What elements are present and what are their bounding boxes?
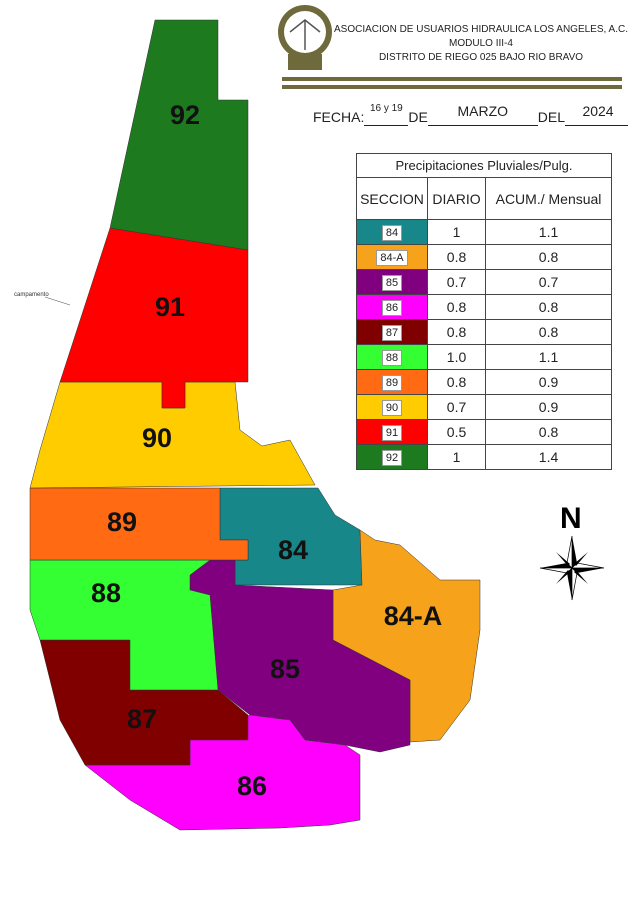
section-label: 91 — [381, 425, 403, 441]
table-row: 87 0.8 0.8 — [356, 319, 612, 345]
section-map-label: 92 — [170, 100, 200, 130]
rainfall-table: Precipitaciones Pluviales/Pulg. SECCION … — [356, 153, 612, 470]
section-map-label: 90 — [142, 423, 172, 453]
table-row: 84-A 0.8 0.8 — [356, 244, 612, 270]
acum-cell: 0.8 — [485, 319, 612, 345]
table-row: 88 1.0 1.1 — [356, 344, 612, 370]
diario-cell: 1 — [426, 444, 487, 470]
diario-cell: 0.8 — [426, 294, 487, 320]
acum-cell: 0.8 — [485, 294, 612, 320]
campamento-label: campamento — [14, 292, 49, 298]
diario-cell: 0.7 — [426, 394, 487, 420]
diario-cell: 0.5 — [426, 419, 487, 445]
section-label: 85 — [381, 275, 403, 291]
section-map-label: 84 — [278, 535, 308, 565]
section-cell: 89 — [356, 369, 428, 395]
acum-cell: 0.8 — [485, 244, 612, 270]
header-association-name: ASOCIACION DE USUARIOS HIDRAULICA LOS AN… — [334, 24, 628, 35]
association-logo — [278, 5, 332, 70]
acum-cell: 1.1 — [485, 219, 612, 245]
de-label: DE — [408, 109, 428, 125]
header-divider — [282, 77, 622, 81]
table-title: Precipitaciones Pluviales/Pulg. — [356, 153, 612, 178]
fecha-month: MARZO — [427, 103, 538, 126]
diario-cell: 1 — [426, 219, 487, 245]
section-map-label: 88 — [91, 578, 121, 608]
section-cell: 88 — [356, 344, 428, 370]
section-label: 88 — [381, 350, 403, 366]
col-header-diario: DIARIO — [426, 177, 487, 220]
diario-cell: 0.8 — [426, 244, 487, 270]
section-map-label: 86 — [237, 771, 267, 801]
table-row: 89 0.8 0.9 — [356, 369, 612, 395]
section-cell: 92 — [356, 444, 428, 470]
fecha-label: FECHA: — [313, 109, 365, 125]
section-area-89 — [29, 487, 249, 561]
section-map-label: 89 — [107, 507, 137, 537]
table-row: 90 0.7 0.9 — [356, 394, 612, 420]
section-label: 86 — [381, 300, 403, 316]
section-area-92 — [109, 19, 249, 251]
section-label: 84-A — [376, 250, 408, 266]
table-row: 84 1 1.1 — [356, 219, 612, 245]
section-cell: 87 — [356, 319, 428, 345]
acum-cell: 0.8 — [485, 419, 612, 445]
compass-rose-icon — [539, 535, 605, 601]
north-label: N — [560, 502, 582, 535]
date-line: FECHA:16 y 19DE MARZO DEL 2024 — [313, 100, 628, 126]
diario-cell: 0.8 — [426, 319, 487, 345]
acum-cell: 0.9 — [485, 369, 612, 395]
section-label: 92 — [381, 450, 403, 466]
diario-cell: 0.7 — [426, 269, 487, 295]
header-divider — [282, 85, 622, 89]
diario-cell: 1.0 — [426, 344, 487, 370]
section-label: 87 — [381, 325, 403, 341]
section-label: 89 — [381, 375, 403, 391]
section-cell: 86 — [356, 294, 428, 320]
acum-cell: 0.9 — [485, 394, 612, 420]
section-map-label: 91 — [155, 292, 185, 322]
col-header-seccion: SECCION — [356, 177, 428, 220]
section-area-88 — [29, 559, 219, 691]
section-area-91 — [59, 227, 249, 409]
section-map-label: 84-A — [384, 601, 443, 631]
section-map-label: 87 — [127, 704, 157, 734]
table-row: 85 0.7 0.7 — [356, 269, 612, 295]
table-row: 86 0.8 0.8 — [356, 294, 612, 320]
fecha-days: 16 y 19 — [364, 103, 409, 126]
section-cell: 84-A — [356, 244, 428, 270]
header-module: MODULO III-4 — [449, 38, 513, 49]
table-row: 92 1 1.4 — [356, 444, 612, 470]
section-cell: 90 — [356, 394, 428, 420]
acum-cell: 0.7 — [485, 269, 612, 295]
header-district: DISTRITO DE RIEGO 025 BAJO RIO BRAVO — [378, 52, 584, 63]
del-label: DEL — [537, 109, 566, 125]
fecha-year: 2024 — [565, 103, 628, 126]
diario-cell: 0.8 — [426, 369, 487, 395]
section-cell: 84 — [356, 219, 428, 245]
acum-cell: 1.4 — [485, 444, 612, 470]
col-header-acum: ACUM./ Mensual — [485, 177, 612, 220]
section-cell: 91 — [356, 419, 428, 445]
acum-cell: 1.1 — [485, 344, 612, 370]
section-map-label: 85 — [270, 654, 300, 684]
section-label: 84 — [381, 225, 403, 241]
section-label: 90 — [381, 400, 403, 416]
table-row: 91 0.5 0.8 — [356, 419, 612, 445]
section-cell: 85 — [356, 269, 428, 295]
